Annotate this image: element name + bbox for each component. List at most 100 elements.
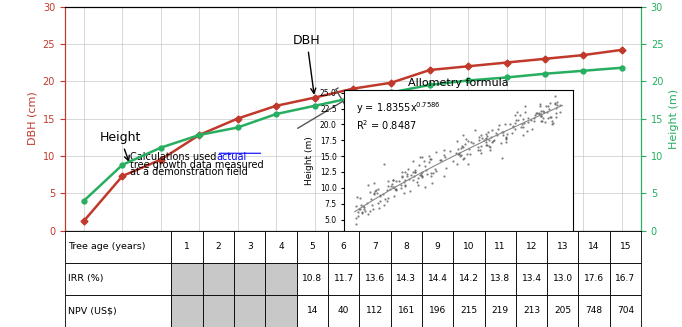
Point [461, 151, 472, 157]
Point [455, 154, 466, 159]
Point [499, 121, 510, 127]
Bar [265, 231, 297, 263]
Point [535, 118, 546, 124]
Point [358, 204, 369, 209]
Point [487, 140, 498, 145]
Point [496, 155, 507, 160]
Point [422, 171, 433, 176]
Point [441, 165, 451, 171]
Text: 14.2: 14.2 [459, 274, 479, 283]
Point [400, 178, 411, 183]
Point [466, 140, 477, 145]
Text: at a demonstration field: at a demonstration field [130, 167, 248, 177]
Point [374, 193, 385, 198]
Point [533, 112, 544, 117]
Text: R$^2$ = 0.8487: R$^2$ = 0.8487 [356, 118, 417, 132]
Point [552, 103, 563, 108]
Point [453, 151, 464, 157]
Point [372, 191, 383, 196]
Point [439, 147, 449, 152]
Point [519, 120, 530, 126]
Point [438, 173, 449, 179]
Point [355, 196, 366, 201]
Point [484, 144, 494, 149]
Point [475, 144, 486, 149]
Text: 5: 5 [310, 242, 315, 251]
Point [414, 155, 425, 160]
Point [351, 203, 361, 208]
Point [417, 175, 428, 180]
X-axis label: DBH (cm): DBH (cm) [437, 253, 480, 262]
Bar [65, 231, 171, 263]
Point [473, 137, 484, 143]
Point [527, 127, 537, 132]
Point [529, 112, 540, 117]
Point [425, 157, 436, 162]
Text: tree growth data measured: tree growth data measured [130, 160, 264, 170]
Point [501, 136, 512, 141]
Point [489, 137, 500, 143]
Point [501, 136, 512, 141]
Point [550, 101, 561, 106]
Point [451, 138, 462, 144]
Point [550, 94, 561, 99]
Point [481, 142, 492, 147]
Point [529, 119, 539, 124]
Bar [422, 263, 454, 295]
Point [460, 141, 471, 146]
Text: 14.3: 14.3 [396, 274, 416, 283]
Point [475, 150, 486, 155]
Point [351, 221, 361, 227]
Bar [610, 295, 641, 327]
Point [361, 200, 372, 205]
Bar [422, 231, 454, 263]
Point [485, 148, 496, 153]
Point [554, 109, 565, 114]
Point [548, 120, 559, 126]
Bar [359, 263, 391, 295]
Point [539, 120, 550, 125]
Point [531, 110, 542, 115]
Bar [234, 263, 265, 295]
Point [456, 146, 466, 151]
Point [416, 170, 427, 176]
Point [510, 117, 521, 122]
Point [388, 193, 399, 198]
Point [399, 183, 410, 189]
Point [497, 130, 508, 135]
Text: 219: 219 [492, 306, 509, 316]
Point [522, 115, 533, 121]
Point [500, 134, 511, 139]
Point [493, 122, 504, 128]
Bar [547, 263, 578, 295]
Point [370, 188, 381, 193]
Point [456, 152, 466, 158]
Bar [422, 295, 454, 327]
Point [538, 116, 549, 121]
Bar [391, 263, 422, 295]
Point [407, 177, 418, 182]
Text: 10.8: 10.8 [302, 274, 323, 283]
Point [382, 187, 393, 193]
Point [512, 118, 523, 123]
Text: 215: 215 [460, 306, 477, 316]
Text: 12: 12 [526, 242, 537, 251]
Point [551, 111, 562, 116]
Point [438, 152, 449, 158]
Point [462, 139, 473, 144]
Text: 213: 213 [523, 306, 540, 316]
Point [365, 209, 376, 214]
Point [414, 163, 425, 168]
Text: DBH: DBH [293, 34, 321, 93]
Point [507, 123, 518, 129]
Point [495, 140, 506, 145]
Text: 2: 2 [216, 242, 221, 251]
Point [517, 116, 528, 122]
Point [401, 172, 412, 177]
Point [387, 178, 398, 183]
Text: 10: 10 [463, 242, 475, 251]
Point [497, 133, 508, 138]
Bar [328, 231, 359, 263]
Bar [516, 263, 547, 295]
Point [473, 147, 484, 153]
